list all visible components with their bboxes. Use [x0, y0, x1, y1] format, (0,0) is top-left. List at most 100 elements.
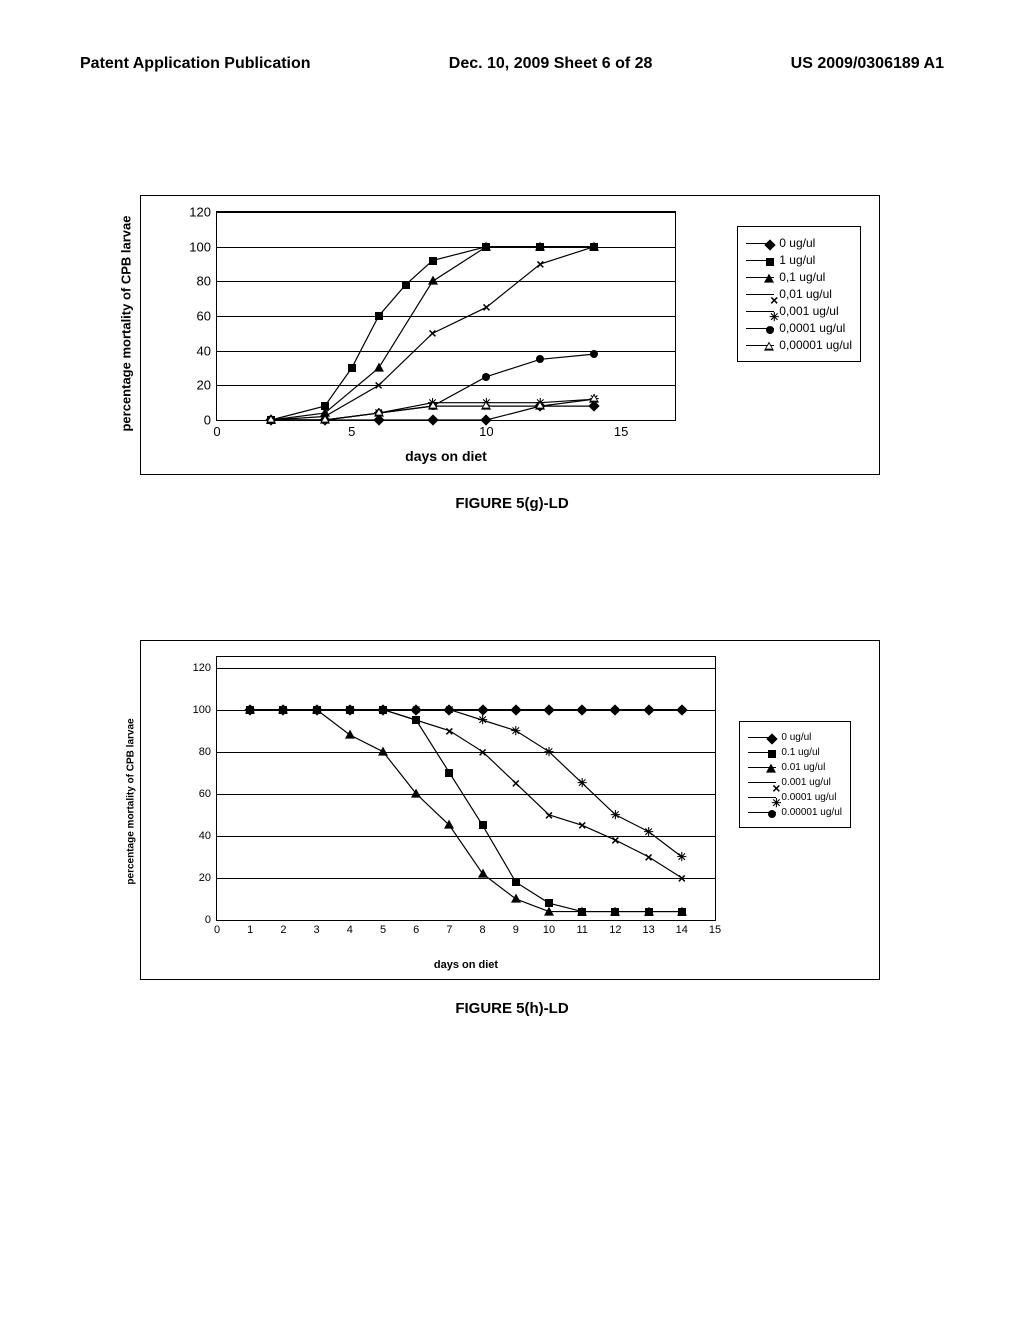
data-marker — [478, 868, 488, 877]
data-marker — [590, 350, 598, 358]
legend-item: 0 ug/ul — [746, 236, 852, 250]
y-tick-label: 0 — [205, 914, 211, 926]
y-tick-label: 60 — [199, 788, 211, 800]
data-marker — [428, 276, 438, 285]
x-tick-label: 9 — [513, 924, 519, 936]
data-marker — [482, 373, 490, 381]
data-marker — [374, 408, 384, 417]
legend-item: 0,00001 ug/ul — [746, 338, 852, 352]
chart-figure-5g: percentage mortality of CPB larvae days … — [140, 195, 880, 475]
data-marker — [445, 769, 453, 777]
y-tick-label: 80 — [199, 746, 211, 758]
y-tick-label: 60 — [197, 309, 211, 324]
y-tick-label: 20 — [199, 872, 211, 884]
legend-item: 0.0001 ug/ul — [748, 791, 842, 803]
data-marker — [444, 820, 454, 829]
legend-label: 0.0001 ug/ul — [781, 792, 836, 803]
data-marker — [535, 241, 545, 250]
y-tick-label: 100 — [193, 704, 211, 716]
data-marker — [345, 729, 355, 738]
y-tick-label: 40 — [197, 343, 211, 358]
data-marker — [375, 312, 383, 320]
data-marker — [266, 415, 276, 424]
x-axis-label: days on diet — [216, 959, 716, 971]
plot-area: 020406080100120051015 — [216, 211, 676, 421]
header-right: US 2009/0306189 A1 — [791, 55, 944, 73]
legend-item: 0,0001 ug/ul — [746, 321, 852, 335]
x-tick-label: 13 — [642, 924, 654, 936]
legend-item: 0.00001 ug/ul — [748, 806, 842, 818]
x-tick-label: 5 — [348, 424, 355, 439]
x-tick-label: 3 — [314, 924, 320, 936]
data-marker — [412, 706, 420, 714]
x-tick-label: 6 — [413, 924, 419, 936]
data-marker — [677, 906, 687, 915]
data-marker — [479, 706, 487, 714]
legend-label: 0,0001 ug/ul — [779, 321, 845, 335]
legend-item: 0 ug/ul — [748, 731, 842, 743]
x-tick-label: 7 — [446, 924, 452, 936]
x-tick-label: 0 — [213, 424, 220, 439]
x-tick-label: 5 — [380, 924, 386, 936]
header-left: Patent Application Publication — [80, 55, 311, 73]
legend-item: 0,001 ug/ul — [746, 304, 852, 318]
data-marker — [320, 415, 330, 424]
data-marker — [512, 706, 520, 714]
data-marker — [589, 394, 599, 403]
data-marker — [246, 706, 254, 714]
data-marker — [545, 706, 553, 714]
x-tick-label: 15 — [709, 924, 721, 936]
header-center: Dec. 10, 2009 Sheet 6 of 28 — [449, 55, 653, 73]
x-tick-label: 1 — [247, 924, 253, 936]
x-tick-label: 10 — [543, 924, 555, 936]
x-tick-label: 10 — [479, 424, 493, 439]
legend-item: 0.01 ug/ul — [748, 761, 842, 773]
data-marker — [279, 706, 287, 714]
figure-caption-5g: FIGURE 5(g)-LD — [0, 495, 1024, 512]
x-tick-label: 12 — [609, 924, 621, 936]
data-marker — [678, 706, 686, 714]
legend-label: 0,01 ug/ul — [779, 287, 832, 301]
data-marker — [479, 821, 487, 829]
legend-label: 0,1 ug/ul — [779, 270, 825, 284]
legend-label: 0.1 ug/ul — [781, 747, 819, 758]
legend-item: 0,1 ug/ul — [746, 270, 852, 284]
y-tick-label: 100 — [189, 239, 211, 254]
legend-label: 0 ug/ul — [781, 732, 811, 743]
x-axis-label: days on diet — [216, 448, 676, 464]
legend-label: 0.00001 ug/ul — [781, 807, 842, 818]
data-marker — [610, 906, 620, 915]
legend-label: 0,001 ug/ul — [779, 304, 838, 318]
figure-caption-5h: FIGURE 5(h)-LD — [0, 1000, 1024, 1017]
y-tick-label: 40 — [199, 830, 211, 842]
data-marker — [511, 894, 521, 903]
data-marker — [645, 706, 653, 714]
legend-item: 1 ug/ul — [746, 253, 852, 267]
data-marker — [512, 878, 520, 886]
data-marker — [644, 906, 654, 915]
y-tick-label: 0 — [204, 413, 211, 428]
data-marker — [611, 706, 619, 714]
legend-item: 0.1 ug/ul — [748, 746, 842, 758]
data-marker — [428, 401, 438, 410]
x-tick-label: 14 — [676, 924, 688, 936]
y-tick-label: 80 — [197, 274, 211, 289]
data-marker — [429, 257, 437, 265]
data-marker — [481, 241, 491, 250]
data-marker — [536, 355, 544, 363]
y-tick-label: 20 — [197, 378, 211, 393]
x-tick-label: 4 — [347, 924, 353, 936]
legend-label: 0.01 ug/ul — [781, 762, 825, 773]
data-marker — [411, 788, 421, 797]
page-header: Patent Application Publication Dec. 10, … — [0, 55, 1024, 73]
legend-label: 0.001 ug/ul — [781, 777, 831, 788]
legend-label: 0,00001 ug/ul — [779, 338, 852, 352]
legend: 0 ug/ul 0.1 ug/ul 0.01 ug/ul 0.001 ug/ul 0.0… — [739, 721, 851, 828]
x-tick-label: 15 — [614, 424, 628, 439]
legend-label: 0 ug/ul — [779, 236, 815, 250]
data-marker — [481, 401, 491, 410]
data-marker — [402, 281, 410, 289]
legend: 0 ug/ul 1 ug/ul 0,1 ug/ul 0,01 ug/ul 0,001 u… — [737, 226, 861, 362]
x-tick-label: 2 — [280, 924, 286, 936]
data-marker — [577, 906, 587, 915]
